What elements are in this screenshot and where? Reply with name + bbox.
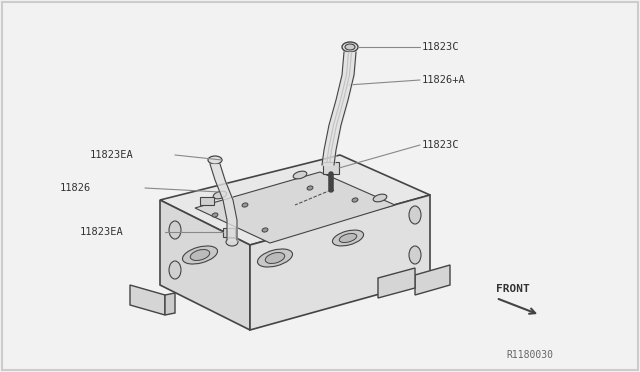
Ellipse shape (332, 230, 364, 246)
Ellipse shape (257, 249, 292, 267)
Ellipse shape (265, 253, 285, 263)
Ellipse shape (226, 238, 238, 246)
Bar (323, 162, 339, 174)
Ellipse shape (342, 42, 358, 52)
Ellipse shape (352, 198, 358, 202)
Ellipse shape (213, 191, 227, 199)
Ellipse shape (409, 246, 421, 264)
Polygon shape (165, 293, 175, 315)
Ellipse shape (373, 194, 387, 202)
Ellipse shape (169, 261, 181, 279)
Ellipse shape (409, 206, 421, 224)
Text: R1180030: R1180030 (506, 350, 554, 360)
Ellipse shape (208, 156, 222, 164)
Ellipse shape (293, 171, 307, 179)
Polygon shape (195, 172, 395, 243)
Text: 11826: 11826 (60, 183, 92, 193)
Ellipse shape (169, 221, 181, 239)
Text: FRONT: FRONT (496, 284, 530, 294)
Polygon shape (415, 265, 450, 295)
Ellipse shape (339, 234, 356, 243)
Text: 11823C: 11823C (422, 140, 460, 150)
Text: 11823EA: 11823EA (80, 227, 124, 237)
Ellipse shape (190, 250, 210, 260)
Polygon shape (250, 195, 430, 330)
Ellipse shape (182, 246, 218, 264)
Bar (223, 228, 235, 237)
Polygon shape (378, 268, 415, 298)
Ellipse shape (262, 228, 268, 232)
Polygon shape (160, 200, 250, 330)
Bar (200, 197, 214, 205)
Ellipse shape (212, 213, 218, 217)
Text: 11823EA: 11823EA (90, 150, 134, 160)
Ellipse shape (242, 203, 248, 207)
Ellipse shape (345, 44, 355, 50)
Text: 11823C: 11823C (422, 42, 460, 52)
Polygon shape (160, 155, 430, 245)
Polygon shape (130, 285, 165, 315)
Ellipse shape (307, 186, 313, 190)
Text: 11826+A: 11826+A (422, 75, 466, 85)
